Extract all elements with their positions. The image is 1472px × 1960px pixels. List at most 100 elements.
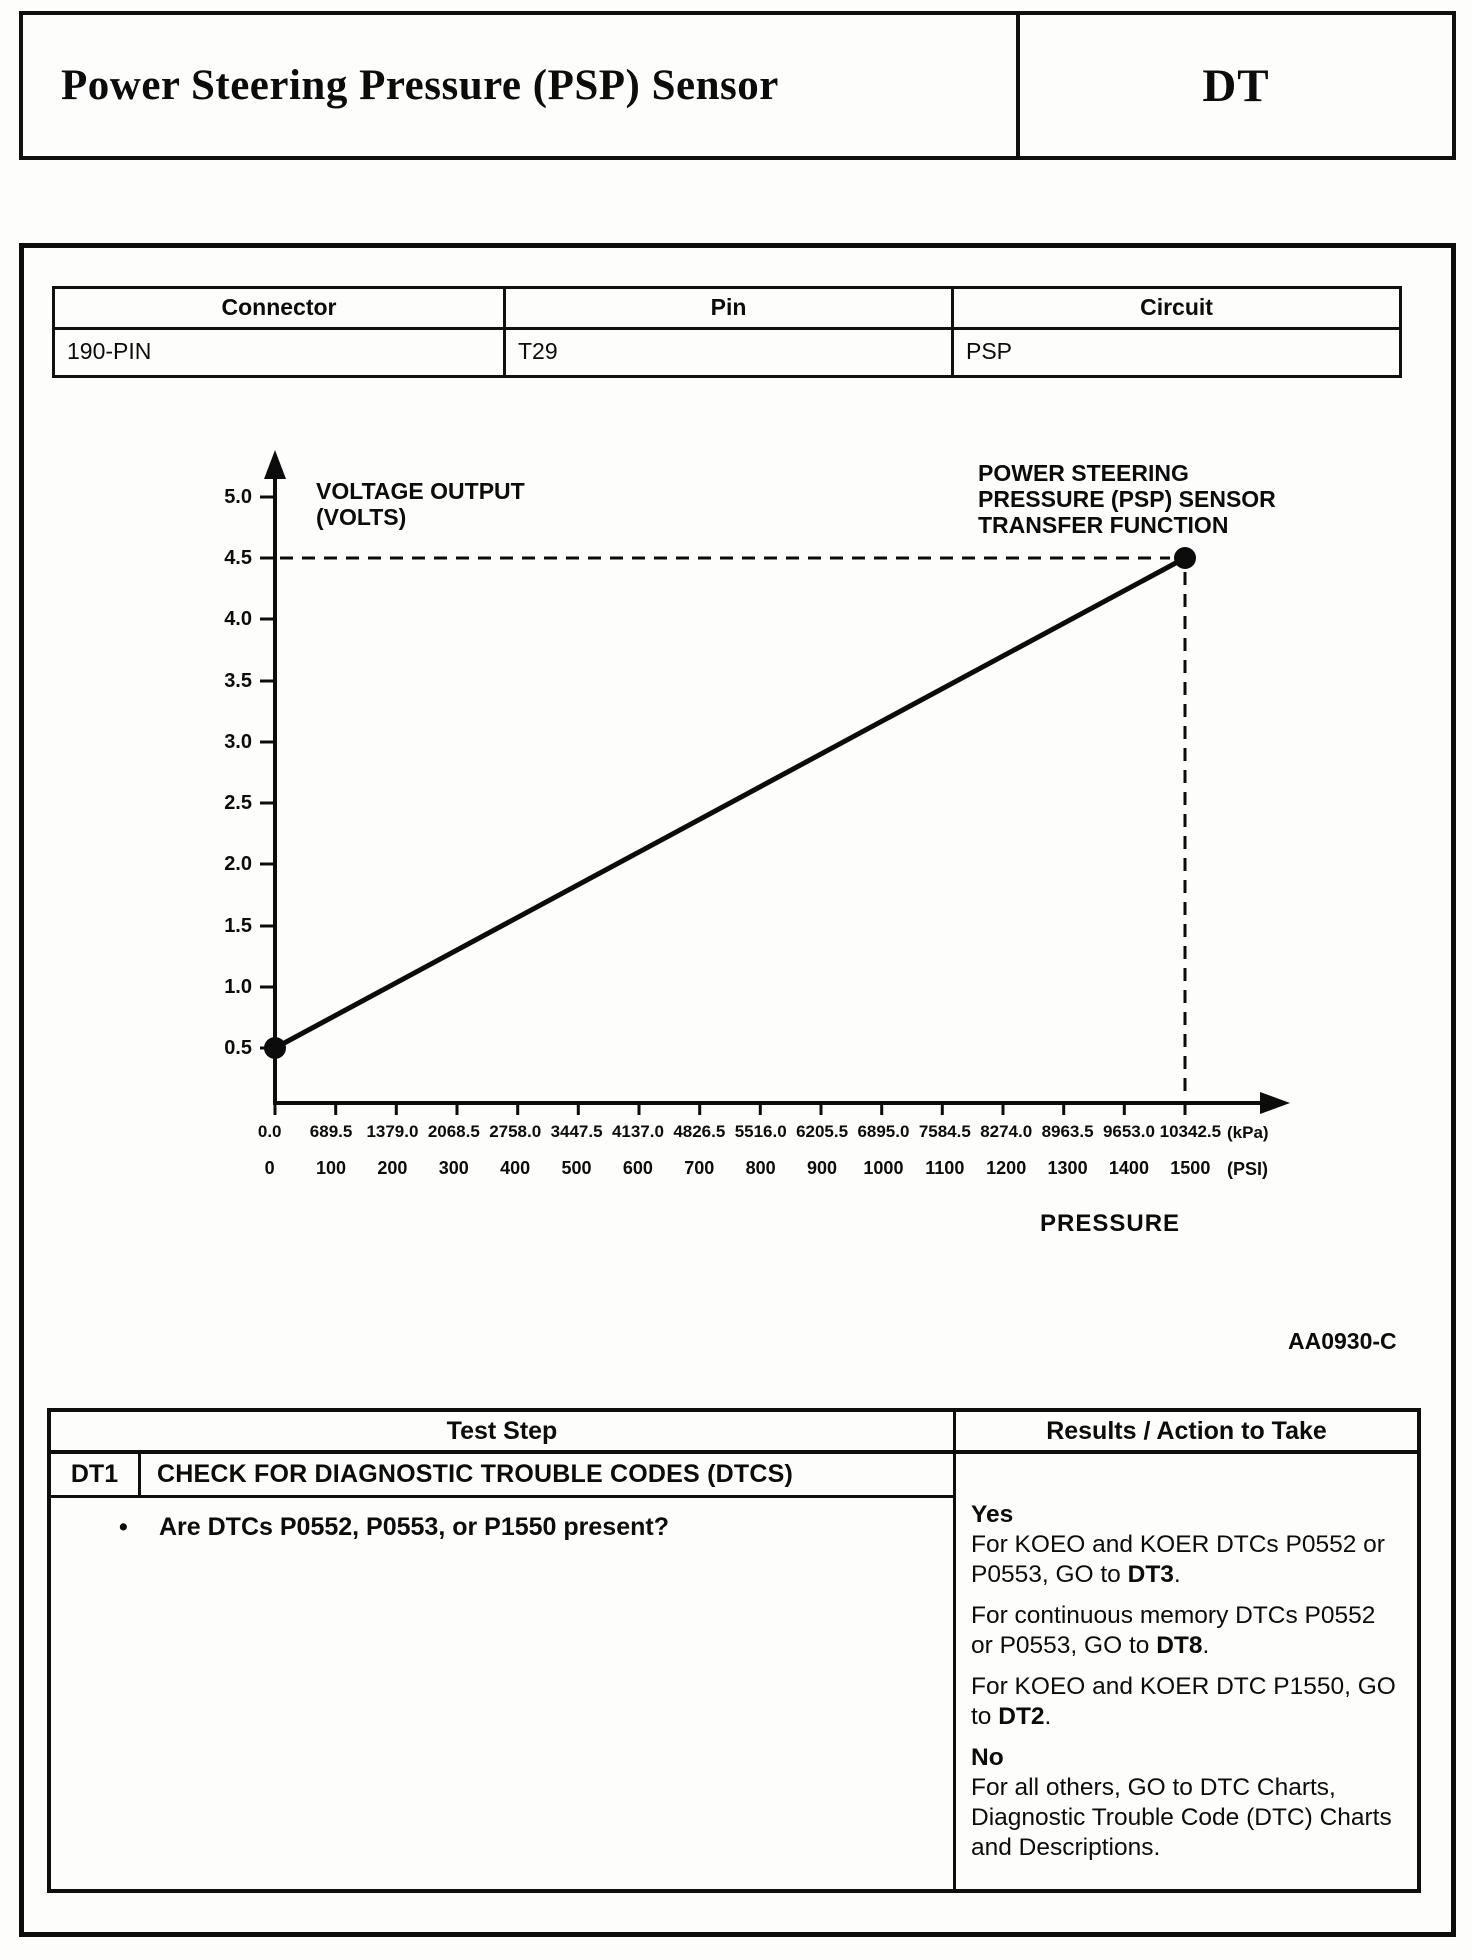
psi-tick-label: 1200 [986, 1158, 1027, 1178]
y-tick-label: 0.5 [224, 1036, 252, 1059]
result-text: For KOEO and KOER DTC P1550, GO to [971, 1673, 1396, 1730]
circuit-column-header: Circuit [1140, 294, 1213, 320]
result-item: For all others, GO to DTC Charts, Diagno… [971, 1773, 1401, 1863]
kpa-tick-label: 1379.0 [366, 1122, 419, 1141]
psi-tick-label: 0 [264, 1158, 275, 1178]
test-step-question-text: Are DTCs P0552, P0553, or P1550 present? [159, 1513, 669, 1541]
kpa-tick-label: 6895.0 [857, 1122, 910, 1141]
result-no-heading: No [971, 1744, 1004, 1771]
y-tick-label: 4.5 [224, 547, 252, 570]
page-header: Power Steering Pressure (PSP) Sensor DT [19, 11, 1456, 160]
psi-unit-label: (PSI) [1227, 1159, 1269, 1179]
psi-tick-label: 900 [807, 1158, 838, 1178]
chart-title-line3: TRANSFER FUNCTION [978, 512, 1229, 538]
test-table-header-row: Test Step Results / Action to Take [51, 1412, 1417, 1454]
kpa-tick-label: 8274.0 [980, 1122, 1033, 1141]
y-tick-label: 3.5 [224, 669, 252, 692]
result-item: For KOEO and KOER DTCs P0552 or P0553, G… [971, 1530, 1401, 1590]
psi-tick-label: 1100 [925, 1158, 965, 1178]
y-tick-label: 1.5 [224, 914, 252, 937]
test-table-body: DT1 CHECK FOR DIAGNOSTIC TROUBLE CODES (… [51, 1454, 1417, 1889]
pin-column-header: Pin [503, 289, 954, 327]
x-tick-labels-psi: 0 100 200 300 400 500 600 700 800 900 1000 1100 1200… [239, 1158, 1221, 1180]
psi-tick-label: 1400 [1108, 1158, 1149, 1178]
kpa-tick-label: 10342.5 [1159, 1122, 1222, 1141]
kpa-tick-label: 9653.0 [1102, 1122, 1155, 1141]
psi-tick-label: 1300 [1047, 1158, 1088, 1178]
figure-id: AA0930-C [1288, 1328, 1397, 1354]
result-text: For all others, GO to DTC Charts, Diagno… [971, 1774, 1392, 1861]
kpa-tick-label: 4137.0 [611, 1122, 664, 1141]
result-goto: DT2 [998, 1703, 1045, 1730]
psi-tick-label: 400 [500, 1158, 531, 1178]
connector-table-row: 190-PIN T29 PSP [55, 330, 1399, 375]
chart-title-line2: PRESSURE (PSP) SENSOR [978, 486, 1276, 512]
kpa-tick-label: 689.5 [309, 1122, 353, 1141]
test-step-cell: DT1 CHECK FOR DIAGNOSTIC TROUBLE CODES (… [51, 1454, 956, 1889]
test-step-title: CHECK FOR DIAGNOSTIC TROUBLE CODES (DTCS… [157, 1460, 793, 1488]
psi-tick-label: 1500 [1170, 1158, 1211, 1178]
kpa-tick-label: 6205.5 [796, 1122, 849, 1141]
x-tick-labels-kpa: 0.0 689.5 1379.0 2068.5 2758.0 3447.5 4137.0 48… [239, 1122, 1221, 1144]
chart-title: POWER STEERING PRESSURE (PSP) SENSOR TRA… [978, 460, 1276, 538]
kpa-tick-label: 3447.5 [550, 1122, 603, 1141]
bullet-icon: • [119, 1513, 128, 1541]
y-tick-labels: 5.0 4.5 4.0 3.5 3.0 2.5 2.0 1.5 1.0 0.5 [194, 485, 252, 1060]
test-step-question: • Are DTCs P0552, P0553, or P1550 presen… [51, 1498, 953, 1542]
test-step-id: DT1 [51, 1454, 141, 1495]
psi-tick-label: 600 [622, 1158, 653, 1178]
result-item: For KOEO and KOER DTC P1550, GO to DT2. [971, 1672, 1401, 1732]
psi-tick-label: 500 [561, 1158, 592, 1178]
page-title: Power Steering Pressure (PSP) Sensor [61, 62, 779, 109]
kpa-tick-label: 4826.5 [673, 1122, 726, 1141]
kpa-tick-label: 8963.5 [1041, 1122, 1094, 1141]
psi-tick-label: 700 [684, 1158, 715, 1178]
result-text-tail: . [1044, 1703, 1052, 1730]
y-axis-label-line2: (VOLTS) [316, 504, 407, 530]
connector-column-header: Connector [221, 294, 337, 320]
psi-tick-label: 800 [745, 1158, 776, 1178]
kpa-unit-label: (kPa) [1227, 1123, 1269, 1142]
result-goto: DT3 [1127, 1561, 1174, 1588]
test-step-column-header: Test Step [51, 1412, 956, 1450]
kpa-tick-label: 0.0 [257, 1122, 282, 1141]
psi-tick-label: 300 [438, 1158, 469, 1178]
kpa-tick-label: 2068.5 [427, 1122, 480, 1141]
psi-tick-label: 1000 [863, 1158, 904, 1178]
kpa-tick-label: 5516.0 [734, 1122, 787, 1141]
result-goto: DT8 [1156, 1632, 1203, 1659]
section-code-cell: DT [1016, 15, 1452, 156]
psi-tick-label: 100 [316, 1158, 347, 1178]
kpa-tick-label: 7584.5 [918, 1122, 971, 1141]
y-tick-label: 4.0 [224, 608, 252, 631]
result-text: For continuous memory DTCs P0552 or P055… [971, 1602, 1376, 1659]
test-step-title-row: DT1 CHECK FOR DIAGNOSTIC TROUBLE CODES (… [51, 1454, 953, 1498]
y-tick-label: 1.0 [224, 975, 252, 998]
y-tick-label: 2.5 [224, 792, 252, 815]
result-text-tail: . [1173, 1561, 1181, 1588]
result-text: For KOEO and KOER DTCs P0552 or P0553, G… [971, 1531, 1385, 1588]
psi-tick-label: 200 [377, 1158, 408, 1178]
result-yes-heading: Yes [971, 1501, 1014, 1528]
kpa-tick-label: 2758.0 [489, 1122, 542, 1141]
pin-value: T29 [503, 330, 954, 375]
y-tick-label: 3.0 [224, 730, 252, 753]
y-tick-label: 5.0 [224, 486, 252, 508]
chart-title-line1: POWER STEERING [978, 460, 1189, 486]
page-title-cell: Power Steering Pressure (PSP) Sensor [23, 15, 1016, 156]
result-text-tail: . [1202, 1632, 1210, 1659]
y-axis-label-line1: VOLTAGE OUTPUT [316, 478, 525, 504]
pinpoint-test-table: Test Step Results / Action to Take DT1 C… [47, 1408, 1421, 1893]
results-column-header: Results / Action to Take [1046, 1416, 1327, 1445]
results-cell: Yes For KOEO and KOER DTCs P0552 or P055… [956, 1454, 1417, 1889]
connector-table: Connector Pin Circuit 190-PIN T29 PSP [52, 286, 1402, 378]
result-item: For continuous memory DTCs P0552 or P055… [971, 1601, 1401, 1661]
connector-table-header-row: Connector Pin Circuit [55, 289, 1399, 330]
x-axis-label: PRESSURE [1040, 1210, 1181, 1237]
connector-value: 190-PIN [67, 338, 152, 364]
y-axis-label: VOLTAGE OUTPUT (VOLTS) [316, 478, 525, 530]
circuit-value: PSP [966, 338, 1013, 364]
y-tick-label: 2.0 [224, 853, 252, 876]
section-code: DT [1202, 59, 1270, 112]
